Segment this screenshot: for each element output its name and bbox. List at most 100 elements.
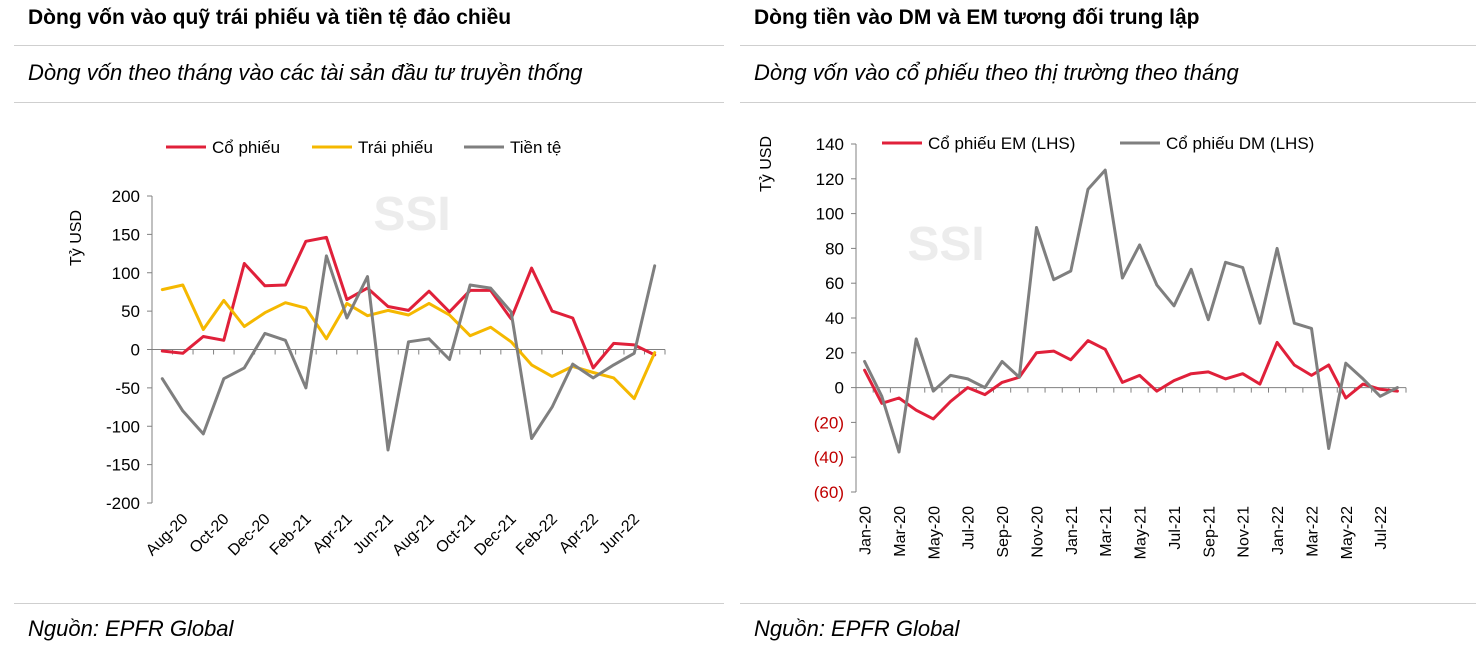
right-legend-label-1: Cổ phiếu EM (LHS) <box>928 134 1075 153</box>
right-series-line-2 <box>863 168 1399 454</box>
left-series-2-point <box>653 351 656 354</box>
right-subtitle-divider <box>740 102 1476 103</box>
left-y-tick-label: -50 <box>115 379 140 398</box>
left-series-3-point <box>304 386 308 390</box>
left-line-chart: SSI 200 150 100 50 0 -50 -100 -150 -200 Tỷ USD Aug-… <box>68 138 666 560</box>
left-series-2-point <box>222 299 225 302</box>
left-series-1-point <box>571 316 574 320</box>
right-series-2-point <box>1000 360 1004 363</box>
left-y-tick-label: -100 <box>106 417 140 436</box>
right-series-2-point <box>1344 362 1347 365</box>
right-series-2-point <box>1241 266 1244 269</box>
right-series-1-point <box>1138 374 1141 377</box>
right-series-1-point <box>1224 377 1227 381</box>
right-series-1-point <box>1155 389 1158 393</box>
right-watermark: SSI <box>907 218 984 271</box>
left-series-1-point <box>222 339 225 342</box>
left-series-3-point <box>161 377 164 380</box>
left-series-2-point <box>304 306 308 310</box>
left-x-tick-label: Dec-20 <box>225 511 274 560</box>
left-series-2-point <box>509 340 513 343</box>
right-series-2-point <box>966 377 969 381</box>
left-x-tick-label: Jun-21 <box>350 511 397 558</box>
right-x-tick-label: Jul-20 <box>961 506 978 550</box>
left-x-tick-label: Oct-21 <box>433 511 479 557</box>
left-series-1-point <box>592 366 595 370</box>
left-series-2-point <box>345 302 349 305</box>
right-x-tick-label: Mar-20 <box>892 506 909 557</box>
right-series-2-point <box>1293 322 1296 325</box>
right-legend-label-2: Cổ phiếu DM (LHS) <box>1166 134 1314 153</box>
right-x-tick-label: Jul-22 <box>1373 506 1390 550</box>
left-series-1-point <box>550 309 554 313</box>
right-series-1-point <box>1275 341 1279 344</box>
left-series-2-point <box>181 283 184 287</box>
right-y-tick-label: 80 <box>825 239 844 258</box>
right-y-tick-label: 120 <box>816 170 844 189</box>
left-series-1-point <box>448 310 451 314</box>
right-series-2-point <box>1327 447 1330 450</box>
right-y-tick-label: 60 <box>825 274 844 293</box>
left-panel: Dòng vốn vào quỹ trái phiếu và tiền tệ đ… <box>14 0 724 653</box>
left-source-divider <box>14 603 724 604</box>
left-y-tick-label: 50 <box>121 302 140 321</box>
left-series-3-point <box>571 362 574 366</box>
left-series-2-point <box>489 326 492 329</box>
right-series-1-point <box>915 409 918 412</box>
right-series-1-point <box>1104 348 1107 351</box>
right-series-2-point <box>1190 268 1193 271</box>
right-series-1-point <box>863 369 866 372</box>
left-x-tick-label: Feb-21 <box>267 511 315 559</box>
right-y-tick-label: 20 <box>825 344 844 363</box>
left-series-1-point <box>243 262 246 265</box>
right-series-2-point <box>1155 283 1158 287</box>
left-series-3-point <box>633 352 636 355</box>
right-series-1-point <box>1293 363 1296 367</box>
left-series-2-point <box>407 313 410 317</box>
right-series-1-point <box>932 417 935 421</box>
left-series-3-point <box>530 437 533 440</box>
right-x-tick-label: Mar-21 <box>1098 506 1115 557</box>
left-title-divider <box>14 45 724 46</box>
right-series-2-point <box>1275 247 1279 250</box>
left-series-3-point <box>427 337 431 340</box>
right-x-tick-label: May-22 <box>1339 506 1356 559</box>
right-series-2-point <box>863 360 866 363</box>
right-x-tick-label: Nov-21 <box>1236 506 1253 558</box>
left-watermark: SSI <box>373 188 450 241</box>
right-chart-source: Nguồn: EPFR Global <box>754 616 960 641</box>
right-series-2-point <box>1224 261 1227 264</box>
right-x-tick-label: Nov-20 <box>1029 506 1046 558</box>
left-series-1-point <box>304 240 308 243</box>
left-series-2-point <box>366 314 369 317</box>
left-series-3-point <box>181 409 184 413</box>
left-series-3-point <box>366 275 369 278</box>
right-series-1-point <box>1086 339 1090 342</box>
right-x-tick-label: Jan-20 <box>858 506 875 555</box>
left-legend-label-2: Trái phiếu <box>358 138 433 157</box>
left-series-3-point <box>243 366 246 370</box>
left-series-2-point <box>592 371 595 374</box>
left-series-2-point <box>550 375 554 378</box>
right-panel: Dòng tiền vào DM và EM tương đối trung l… <box>740 0 1476 653</box>
left-x-tick-label: Apr-22 <box>556 511 602 557</box>
right-series-1-point <box>1172 379 1176 382</box>
right-series-1-point <box>1361 382 1365 386</box>
left-series-3-point <box>489 286 492 290</box>
right-series-1-point <box>966 386 969 389</box>
right-y-tick-label: 140 <box>816 135 844 154</box>
right-x-tick-label: May-21 <box>1133 506 1150 559</box>
right-series-2-point <box>915 337 918 341</box>
left-series-2-point <box>448 313 451 317</box>
left-chart-subtitle: Dòng vốn theo tháng vào các tài sản đầu … <box>28 60 583 85</box>
left-series-2-point <box>468 334 472 337</box>
left-series-1-point <box>325 236 328 239</box>
right-series-2-point <box>983 386 987 389</box>
left-series-1-point <box>284 283 287 287</box>
right-series-2-point <box>1052 278 1055 281</box>
left-series-2-point <box>263 311 267 314</box>
right-series-2-point <box>1086 188 1090 191</box>
right-chart-subtitle: Dòng vốn vào cổ phiếu theo thị trường th… <box>754 60 1239 85</box>
left-y-tick-label: -200 <box>106 494 140 513</box>
left-series-2-point <box>243 325 246 328</box>
